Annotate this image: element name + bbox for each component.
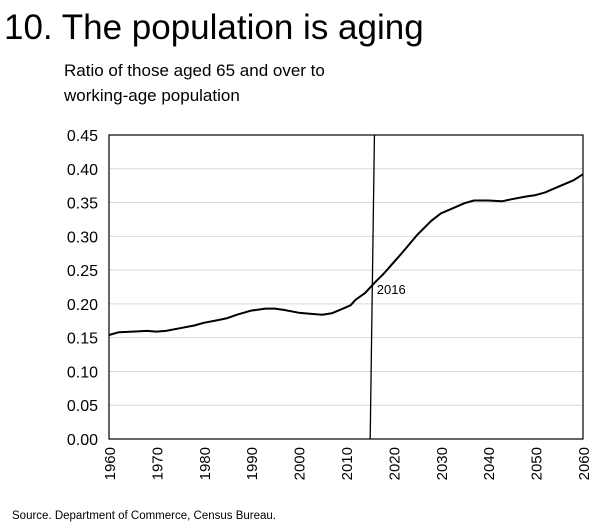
y-tick-label: 0.35 — [67, 196, 98, 213]
chart-title: 10. The population is aging — [4, 8, 424, 47]
year-marker-line — [369, 134, 376, 440]
y-tick-label: 0.40 — [67, 162, 98, 179]
chart-subtitle: Ratio of those aged 65 and over to worki… — [64, 58, 325, 108]
x-tick-label: 2060 — [576, 447, 593, 480]
subtitle-line: working-age population — [64, 86, 240, 105]
y-tick-label: 0.20 — [67, 297, 98, 314]
x-tick-label: 2010 — [339, 447, 356, 480]
y-tick-label: 0.25 — [67, 263, 98, 280]
y-tick-label: 0.10 — [67, 364, 98, 381]
x-tick-label: 2000 — [292, 447, 309, 480]
year-marker-label: 2016 — [377, 282, 406, 297]
x-tick-label: 2020 — [386, 447, 403, 480]
y-tick-label: 0.15 — [67, 331, 98, 348]
x-tick-label: 1960 — [102, 447, 119, 480]
y-tick-label: 0.05 — [67, 398, 98, 415]
x-tick-label: 2040 — [481, 447, 498, 480]
subtitle-line: Ratio of those aged 65 and over to — [64, 61, 325, 80]
y-tick-label: 0.30 — [67, 229, 98, 246]
series-line — [108, 173, 584, 336]
x-tick-label: 1970 — [149, 447, 166, 480]
x-tick-label: 1990 — [244, 447, 261, 480]
y-tick-label: 0.00 — [67, 432, 98, 449]
plot-border — [108, 134, 584, 440]
source-note: Source. Department of Commerce, Census B… — [12, 510, 276, 522]
y-tick-label: 0.45 — [67, 128, 98, 145]
x-tick-label: 2030 — [434, 447, 451, 480]
x-tick-label: 2050 — [529, 447, 546, 480]
x-tick-label: 1980 — [197, 447, 214, 480]
